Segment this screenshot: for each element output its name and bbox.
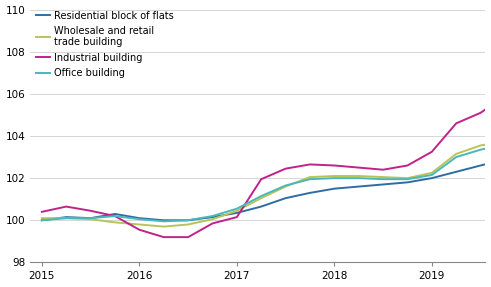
Industrial building: [405, 164, 410, 167]
Office building: [88, 216, 94, 220]
Industrial building: [258, 177, 264, 181]
Wholesale and retail
trade building: [88, 218, 94, 221]
Wholesale and retail
trade building: [356, 174, 362, 178]
Residential block of flats: [356, 185, 362, 188]
Residential block of flats: [429, 177, 435, 180]
Residential block of flats: [63, 215, 69, 219]
Wholesale and retail
trade building: [234, 209, 240, 212]
Office building: [356, 177, 362, 180]
Office building: [307, 177, 313, 181]
Office building: [283, 184, 289, 187]
Wholesale and retail
trade building: [210, 218, 216, 221]
Residential block of flats: [405, 181, 410, 184]
Residential block of flats: [234, 211, 240, 215]
Residential block of flats: [210, 215, 216, 219]
Industrial building: [478, 111, 484, 115]
Office building: [161, 220, 166, 223]
Wholesale and retail
trade building: [405, 177, 410, 180]
Industrial building: [380, 168, 386, 171]
Wholesale and retail
trade building: [136, 223, 142, 226]
Wholesale and retail
trade building: [331, 174, 337, 178]
Wholesale and retail
trade building: [112, 221, 118, 224]
Residential block of flats: [39, 219, 45, 222]
Wholesale and retail
trade building: [380, 175, 386, 179]
Industrial building: [307, 163, 313, 166]
Industrial building: [429, 150, 435, 154]
Residential block of flats: [88, 216, 94, 220]
Residential block of flats: [136, 216, 142, 220]
Office building: [234, 207, 240, 210]
Office building: [136, 218, 142, 221]
Residential block of flats: [258, 205, 264, 208]
Residential block of flats: [161, 219, 166, 222]
Office building: [478, 148, 484, 152]
Industrial building: [112, 214, 118, 218]
Office building: [112, 214, 118, 218]
Office building: [405, 177, 410, 181]
Office building: [210, 214, 216, 218]
Office building: [453, 155, 459, 159]
Industrial building: [331, 164, 337, 167]
Residential block of flats: [283, 196, 289, 200]
Industrial building: [210, 222, 216, 225]
Wholesale and retail
trade building: [161, 225, 166, 228]
Industrial building: [185, 235, 191, 239]
Wholesale and retail
trade building: [307, 175, 313, 179]
Line: Wholesale and retail
trade building: Wholesale and retail trade building: [42, 72, 491, 227]
Line: Residential block of flats: Residential block of flats: [42, 111, 491, 220]
Line: Industrial building: Industrial building: [42, 36, 491, 237]
Residential block of flats: [453, 170, 459, 174]
Wholesale and retail
trade building: [283, 185, 289, 188]
Legend: Residential block of flats, Wholesale and retail
trade building, Industrial buil: Residential block of flats, Wholesale an…: [35, 9, 175, 79]
Industrial building: [161, 235, 166, 239]
Industrial building: [356, 166, 362, 169]
Wholesale and retail
trade building: [185, 223, 191, 226]
Residential block of flats: [380, 183, 386, 186]
Wholesale and retail
trade building: [429, 171, 435, 174]
Industrial building: [283, 167, 289, 170]
Wholesale and retail
trade building: [453, 152, 459, 156]
Industrial building: [63, 205, 69, 208]
Wholesale and retail
trade building: [258, 196, 264, 200]
Office building: [331, 177, 337, 180]
Residential block of flats: [331, 187, 337, 190]
Residential block of flats: [307, 191, 313, 195]
Industrial building: [453, 122, 459, 125]
Wholesale and retail
trade building: [39, 216, 45, 220]
Industrial building: [234, 215, 240, 219]
Wholesale and retail
trade building: [63, 216, 69, 220]
Office building: [429, 173, 435, 177]
Industrial building: [39, 210, 45, 214]
Office building: [39, 219, 45, 222]
Residential block of flats: [478, 164, 484, 167]
Office building: [380, 177, 386, 181]
Wholesale and retail
trade building: [478, 144, 484, 147]
Line: Office building: Office building: [42, 81, 491, 221]
Residential block of flats: [185, 219, 191, 222]
Residential block of flats: [112, 212, 118, 216]
Office building: [258, 194, 264, 198]
Industrial building: [136, 228, 142, 232]
Office building: [185, 219, 191, 222]
Industrial building: [88, 209, 94, 212]
Office building: [63, 216, 69, 220]
